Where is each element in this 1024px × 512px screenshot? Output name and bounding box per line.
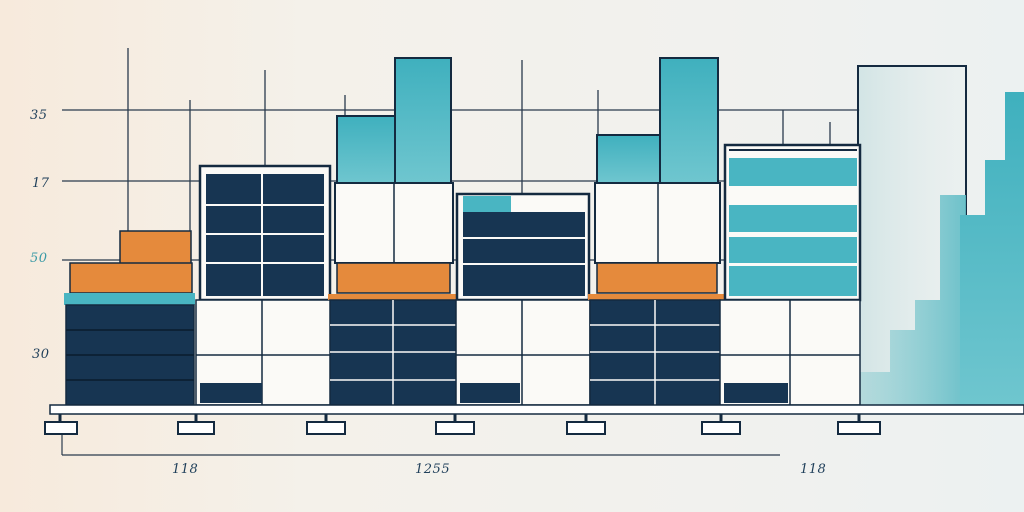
y-label-3: 50 — [30, 251, 48, 266]
right-tower — [857, 65, 1024, 407]
y-label-1: 35 — [30, 108, 48, 123]
y-label-4: 30 — [32, 347, 50, 362]
x-label-1: 118 — [172, 462, 199, 477]
y-label-2: 17 — [32, 176, 50, 191]
block-1 — [64, 230, 195, 406]
feet — [44, 421, 881, 435]
block-3 — [328, 57, 458, 406]
block-4 — [455, 192, 591, 406]
foot-stems — [58, 414, 861, 422]
x-label-3: 118 — [800, 462, 827, 477]
x-label-2: 1255 — [415, 462, 451, 477]
block-6 — [719, 143, 862, 406]
block-2 — [195, 164, 332, 406]
